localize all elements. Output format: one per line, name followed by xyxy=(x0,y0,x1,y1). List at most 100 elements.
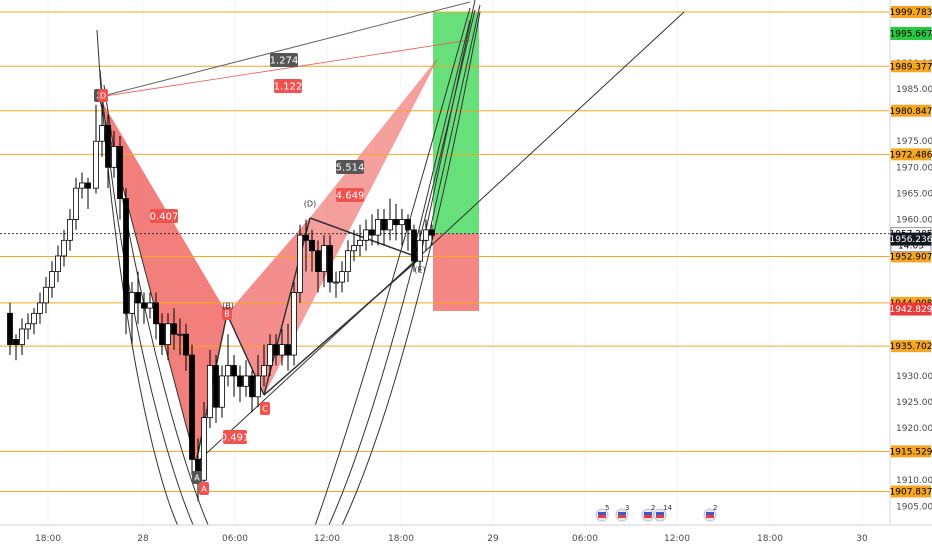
price-badge-label: 1942.829 xyxy=(890,305,932,315)
candle-up xyxy=(73,187,79,220)
pattern-point-box xyxy=(199,482,209,495)
candle-down xyxy=(171,323,177,335)
candle-up xyxy=(351,245,357,252)
candle-down xyxy=(381,219,387,231)
level-badge xyxy=(891,340,931,353)
arc-line xyxy=(328,9,476,525)
candle-up xyxy=(177,333,183,336)
candle-up xyxy=(93,140,99,189)
candle-down xyxy=(153,302,159,325)
candle-up xyxy=(387,219,393,231)
candle-up xyxy=(363,229,369,241)
level-badge-label: 1999.783 xyxy=(890,8,932,18)
x-tick-label: 30 xyxy=(856,534,868,544)
ratio-label-box xyxy=(274,79,302,93)
level-badge xyxy=(891,148,931,161)
stop-zone xyxy=(433,233,479,312)
pattern-point-label: D xyxy=(100,92,106,101)
candle-down xyxy=(309,239,315,252)
flag-stripe xyxy=(656,512,664,515)
y-tick-label: 1930.000 xyxy=(896,372,932,382)
pattern-point-box xyxy=(98,89,108,102)
plot-area[interactable]: 1.2741.1220.4075.5144.6490.491XABC(D)(E)… xyxy=(0,0,890,542)
event-count: 2 xyxy=(651,504,655,512)
candle-down xyxy=(303,234,309,241)
candle-down xyxy=(315,250,321,273)
y-tick-label: 1910.000 xyxy=(896,476,932,486)
candle-up xyxy=(79,182,85,189)
candle-up xyxy=(43,286,49,304)
candle-down xyxy=(189,354,195,460)
price-badge xyxy=(890,26,932,40)
candle-down xyxy=(429,229,435,236)
event-count: 5 xyxy=(605,504,609,512)
pattern-point-label: B xyxy=(224,310,230,319)
ratio-label: 4.649 xyxy=(336,191,365,202)
candle-up xyxy=(111,146,117,168)
candle-up xyxy=(207,365,213,419)
y-tick-label: 1985.000 xyxy=(896,85,932,95)
candle-up xyxy=(375,219,381,236)
candle-up xyxy=(165,323,171,346)
candle-down xyxy=(123,198,129,314)
candle-up xyxy=(417,239,423,262)
ratio-label: 0.491 xyxy=(221,433,250,444)
candle-down xyxy=(105,125,111,168)
candle-down xyxy=(273,344,279,356)
candle-up xyxy=(339,271,345,283)
flag-stripe xyxy=(706,515,714,518)
flag-stripe xyxy=(598,515,606,518)
pattern-point-label: A xyxy=(194,474,200,483)
x-tick-label: 18:00 xyxy=(388,534,414,544)
level-badge xyxy=(891,60,931,73)
pattern-point-label: (D) xyxy=(304,200,316,209)
candle-down xyxy=(327,245,333,283)
economic-event-icon[interactable]: 5 xyxy=(595,504,609,522)
level-badge xyxy=(891,6,931,18)
candle-down xyxy=(393,219,399,226)
candle-down xyxy=(183,333,189,356)
candle-down xyxy=(85,182,91,189)
x-tick-label: 18:00 xyxy=(757,534,783,544)
candle-down xyxy=(159,323,165,346)
level-badge-label: 1952.907 xyxy=(890,252,932,262)
candle-up xyxy=(201,417,207,481)
candle-up xyxy=(279,344,285,356)
candle-up xyxy=(423,229,429,241)
time-axis[interactable] xyxy=(0,525,932,550)
economic-event-icon[interactable]: 14 xyxy=(653,504,672,522)
x-tick-label: 29 xyxy=(487,534,499,544)
candle-up xyxy=(297,234,303,293)
level-badge-label: 1935.702 xyxy=(890,342,932,352)
y-tick-label: 1975.000 xyxy=(896,137,932,147)
candle-down xyxy=(13,339,19,346)
candle-up xyxy=(99,125,105,142)
candle-down xyxy=(7,312,13,346)
pattern-point-box xyxy=(260,402,270,415)
y-tick-label: 1970.000 xyxy=(896,163,932,173)
economic-event-icon[interactable]: 2 xyxy=(703,504,717,522)
candle-down xyxy=(411,229,417,262)
pattern-point-label: C xyxy=(262,405,268,414)
candle-down xyxy=(213,365,219,408)
y-tick-label: 1960.000 xyxy=(896,215,932,225)
event-count: 2 xyxy=(713,504,717,512)
x-tick-label: 12:00 xyxy=(314,534,340,544)
projection-line xyxy=(98,1,471,98)
level-badge xyxy=(891,445,931,458)
candle-down xyxy=(249,375,255,398)
y-tick-label: 1965.000 xyxy=(896,189,932,199)
economic-event-icon[interactable]: 3 xyxy=(615,504,629,522)
x-tick-label: 06:00 xyxy=(572,534,598,544)
candle-up xyxy=(261,365,267,377)
price-axis[interactable] xyxy=(890,0,932,525)
economic-event-icon[interactable]: 2 xyxy=(641,504,655,522)
candle-up xyxy=(333,281,339,284)
arc-line xyxy=(341,11,481,525)
ratio-label: 0.407 xyxy=(150,212,179,223)
candle-up xyxy=(243,375,249,387)
ratio-label-box xyxy=(223,430,247,444)
pattern-point-box xyxy=(222,307,232,320)
